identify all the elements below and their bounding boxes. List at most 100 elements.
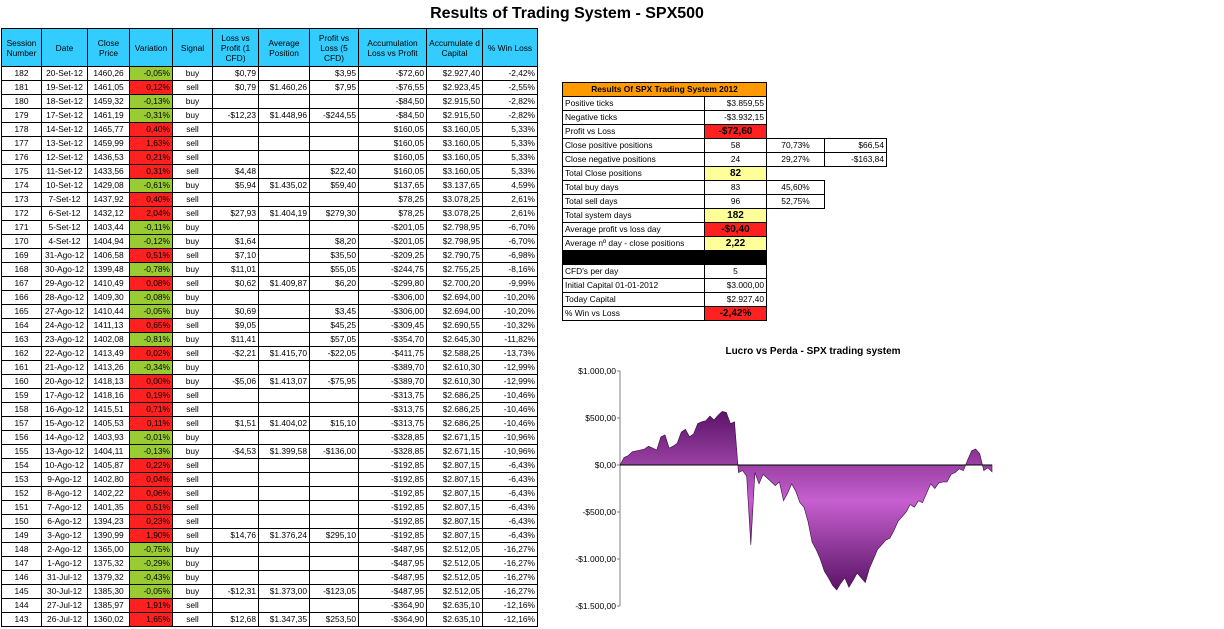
table-row: 174 10-Set-12 1429,08 -0,61% buy $5,94 $1.435,…	[1, 178, 538, 193]
table-cell: -16,27%	[482, 542, 538, 557]
summary-value: $3.000,00	[704, 278, 767, 293]
table-cell: $2.755,25	[426, 262, 483, 277]
table-cell: -12,16%	[482, 598, 538, 613]
table-cell	[258, 234, 310, 249]
table-cell: buy	[172, 374, 213, 389]
table-cell: 27-Jul-12	[41, 598, 88, 613]
summary-label: Average nº day - close positions	[562, 236, 705, 251]
table-cell: -10,46%	[482, 402, 538, 417]
table-cell: $3.160,05	[426, 122, 483, 137]
table-row: 171 5-Set-12 1403,44 -0,11% buy -$201,05 $2.79…	[1, 220, 538, 235]
table-cell	[309, 402, 359, 417]
table-cell	[258, 122, 310, 137]
table-cell: $3.160,05	[426, 164, 483, 179]
table-cell: 1403,93	[87, 430, 130, 445]
table-row: 144 27-Jul-12 1385,97 1,91% sell -$364,90 $2.6…	[1, 598, 538, 613]
table-cell	[258, 556, 310, 571]
summary-amount: $66,54	[824, 138, 887, 153]
table-cell: $1.415,70	[258, 346, 310, 361]
summary-row: Close negative positions 24 29,27% -$163,84	[562, 152, 887, 167]
column-header: Variation	[129, 28, 173, 67]
table-cell: -$411,75	[358, 346, 427, 361]
table-cell: -10,46%	[482, 416, 538, 431]
chart-canvas: Lucro vs Perda - SPX trading system $1.0…	[575, 346, 993, 611]
table-cell: -0,05%	[129, 584, 173, 599]
table-cell	[258, 66, 310, 81]
table-cell: 4,59%	[482, 178, 538, 193]
table-cell: $1,64	[212, 234, 259, 249]
table-cell: 2,61%	[482, 192, 538, 207]
table-cell: 18-Set-12	[41, 94, 88, 109]
table-cell: 0,23%	[129, 514, 173, 529]
table-row: 145 30-Jul-12 1385,30 -0,05% buy -$12,31 $1.37…	[1, 584, 538, 599]
column-header: Accumulation Loss vs Profit	[358, 28, 427, 67]
table-cell: 20-Ago-12	[41, 374, 88, 389]
table-cell: 1360,02	[87, 612, 130, 627]
table-cell	[309, 458, 359, 473]
table-cell: $295,10	[309, 528, 359, 543]
table-cell: 1375,32	[87, 556, 130, 571]
table-cell: 174	[1, 178, 42, 193]
summary-label: Total Close positions	[562, 166, 705, 181]
summary-value: 24	[704, 152, 767, 167]
table-cell: $11,01	[212, 262, 259, 277]
table-cell: 166	[1, 290, 42, 305]
summary-value: -$3.932,15	[704, 110, 767, 125]
table-cell	[212, 94, 259, 109]
table-cell	[309, 360, 359, 375]
summary-row: % Win vs Loss -2,42%	[562, 306, 887, 321]
table-cell: $2.807,15	[426, 500, 483, 515]
table-cell: -$2,21	[212, 346, 259, 361]
table-cell: sell	[172, 458, 213, 473]
table-cell: -$244,55	[309, 108, 359, 123]
table-cell	[258, 486, 310, 501]
table-cell: buy	[172, 542, 213, 557]
table-cell: -$5,06	[212, 374, 259, 389]
column-header: Session Number	[1, 28, 42, 67]
table-cell: 2,61%	[482, 206, 538, 221]
table-cell: 0,40%	[129, 122, 173, 137]
table-cell: sell	[172, 416, 213, 431]
summary-row: Initial Capital 01-01-2012 $3.000,00	[562, 278, 887, 293]
summary-label: Close positive positions	[562, 138, 705, 153]
table-cell: 153	[1, 472, 42, 487]
summary-label: Profit vs Loss	[562, 124, 705, 139]
table-cell: 161	[1, 360, 42, 375]
table-cell: 0,40%	[129, 192, 173, 207]
table-cell: -$487,95	[358, 556, 427, 571]
table-cell: -0,08%	[129, 290, 173, 305]
table-cell	[258, 318, 310, 333]
table-cell: 31-Jul-12	[41, 570, 88, 585]
table-cell	[212, 500, 259, 515]
table-row: 163 23-Ago-12 1402,08 -0,81% buy $11,41 $57,05…	[1, 332, 538, 347]
table-cell: 7-Set-12	[41, 192, 88, 207]
table-cell: buy	[172, 360, 213, 375]
table-cell: 158	[1, 402, 42, 417]
table-cell: 1415,51	[87, 402, 130, 417]
table-row: 147 1-Ago-12 1375,32 -0,29% buy -$487,95 $2.51…	[1, 556, 538, 571]
table-cell: 1436,53	[87, 150, 130, 165]
table-cell	[258, 150, 310, 165]
table-cell: $1.404,19	[258, 206, 310, 221]
table-cell: 14-Ago-12	[41, 430, 88, 445]
table-cell: -0,78%	[129, 262, 173, 277]
table-cell: -$201,05	[358, 220, 427, 235]
table-cell: $35,50	[309, 248, 359, 263]
summary-row: Close positive positions 58 70,73% $66,54	[562, 138, 887, 153]
table-cell: 31-Ago-12	[41, 248, 88, 263]
table-cell: -12,99%	[482, 374, 538, 389]
table-cell: 0,08%	[129, 276, 173, 291]
table-cell: -$192,85	[358, 514, 427, 529]
table-cell: -$313,75	[358, 388, 427, 403]
table-cell: sell	[172, 136, 213, 151]
table-cell: -0,01%	[129, 430, 173, 445]
table-cell: sell	[172, 276, 213, 291]
table-cell: -0,05%	[129, 66, 173, 81]
table-cell: 1459,32	[87, 94, 130, 109]
table-cell	[258, 332, 310, 347]
summary-label: CFD's per day	[562, 264, 705, 279]
table-cell: 6-Ago-12	[41, 514, 88, 529]
table-cell: $3.078,25	[426, 192, 483, 207]
table-cell: sell	[172, 206, 213, 221]
table-row: 152 8-Ago-12 1402,22 0,06% sell -$192,85 $2.80…	[1, 486, 538, 501]
